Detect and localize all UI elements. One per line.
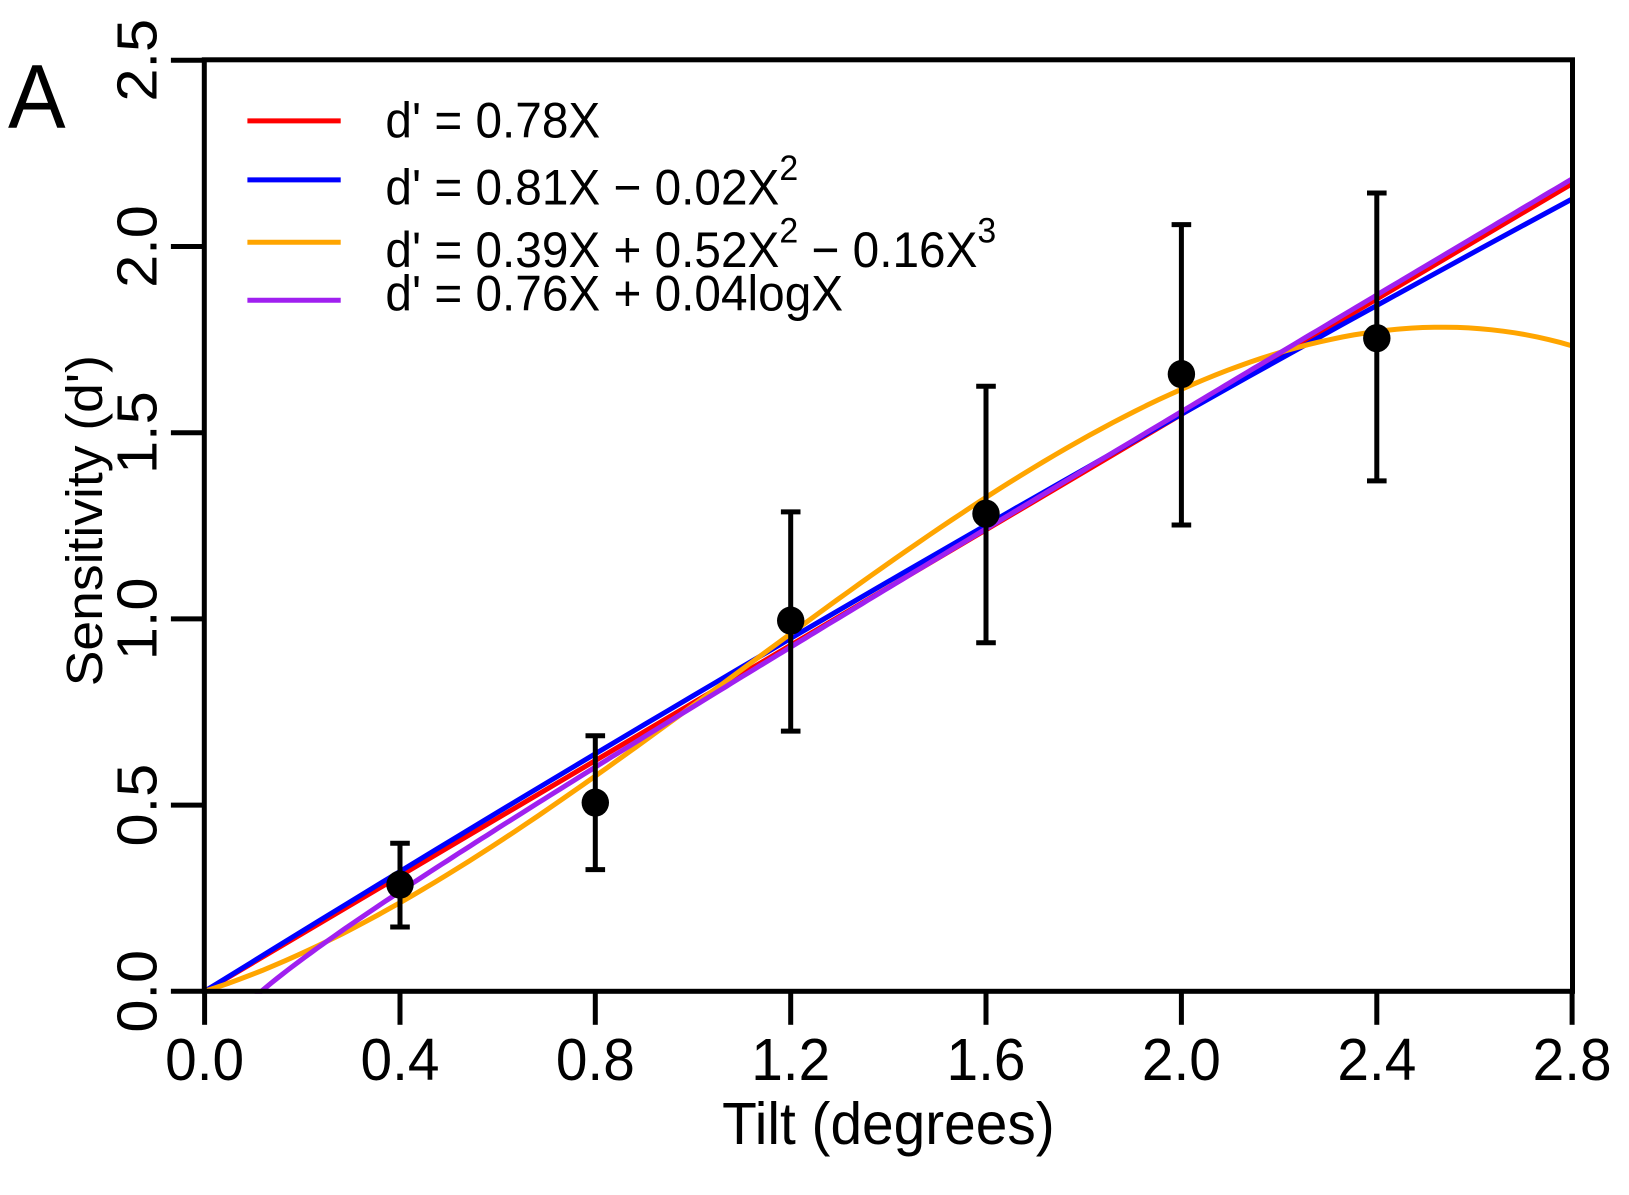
svg-text:A: A xyxy=(8,46,66,147)
svg-text:0.0: 0.0 xyxy=(106,950,169,1033)
svg-text:1.0: 1.0 xyxy=(106,578,169,661)
svg-text:1.2: 1.2 xyxy=(751,1027,830,1093)
svg-text:d' = 0.76X + 0.04logX: d' = 0.76X + 0.04logX xyxy=(385,267,843,322)
svg-text:0.5: 0.5 xyxy=(106,764,169,847)
svg-text:d' = 0.39X + 0.52X2 − 0.16X3: d' = 0.39X + 0.52X2 − 0.16X3 xyxy=(385,212,996,278)
svg-text:Sensitivity (d'): Sensitivity (d') xyxy=(57,355,114,686)
svg-text:0.4: 0.4 xyxy=(361,1027,440,1093)
svg-text:1.5: 1.5 xyxy=(106,391,169,474)
svg-text:d' = 0.78X: d' = 0.78X xyxy=(385,94,600,149)
svg-text:2.4: 2.4 xyxy=(1337,1027,1416,1093)
svg-text:0.8: 0.8 xyxy=(556,1027,635,1093)
svg-text:2.0: 2.0 xyxy=(106,205,169,288)
svg-text:1.6: 1.6 xyxy=(947,1027,1026,1093)
svg-text:d' = 0.81X − 0.02X2: d' = 0.81X − 0.02X2 xyxy=(385,149,798,215)
svg-text:2.5: 2.5 xyxy=(106,19,169,102)
svg-text:Tilt (degrees): Tilt (degrees) xyxy=(722,1091,1054,1157)
svg-text:0.0: 0.0 xyxy=(165,1027,244,1093)
svg-text:2.8: 2.8 xyxy=(1533,1027,1612,1093)
svg-text:2.0: 2.0 xyxy=(1142,1027,1221,1093)
